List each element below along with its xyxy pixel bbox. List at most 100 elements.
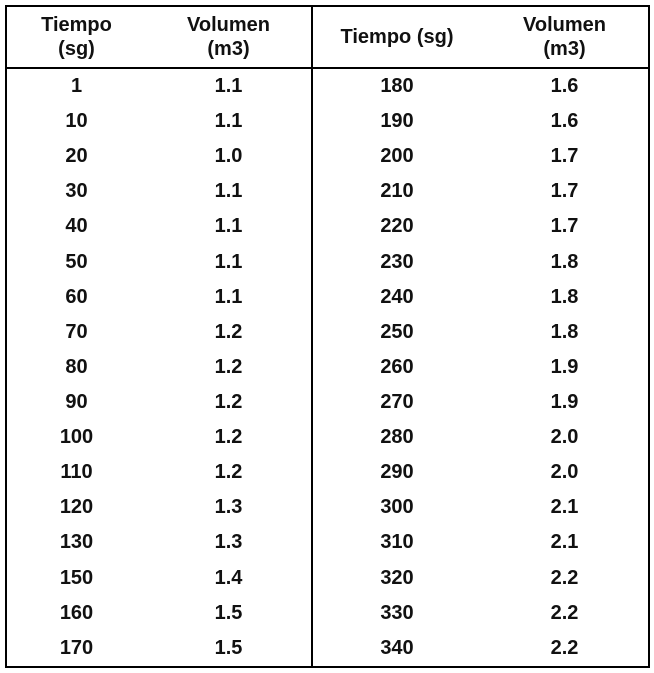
table-cell: 1.7 — [550, 180, 579, 203]
table-cell: 1.4 — [146, 560, 313, 596]
table-row: 40 1.1 220 1.7 — [6, 209, 649, 245]
column-header: Tiempo (sg) — [312, 6, 481, 69]
header-line: Volumen — [187, 14, 270, 36]
table-cell: 290 — [380, 461, 414, 484]
table-cell: 310 — [380, 531, 414, 554]
column-header: Tiempo (sg) — [6, 6, 146, 69]
table-cell: 240 — [380, 285, 414, 308]
table-cell: 250 — [380, 320, 414, 343]
table-cell: 70 — [65, 320, 88, 343]
table-row: 130 1.3 310 2.1 — [6, 525, 649, 561]
table-cell: 1.0 — [146, 139, 313, 175]
table-cell: 190 — [380, 110, 414, 133]
column-header: Volumen (m3) — [481, 6, 649, 69]
table-cell: 1.2 — [146, 349, 313, 385]
table-cell: 160 — [59, 601, 94, 624]
table-cell: 50 — [65, 250, 88, 273]
table-cell: 230 — [380, 250, 414, 273]
table-cell: 180 — [380, 75, 414, 98]
table-cell: 330 — [380, 601, 414, 624]
table-row: 150 1.4 320 2.2 — [6, 560, 649, 596]
table-cell: 320 — [380, 566, 414, 589]
table-row: 100 1.2 280 2.0 — [6, 420, 649, 456]
table-cell: 1.2 — [146, 420, 313, 456]
column-header: Volumen (m3) — [146, 6, 313, 69]
table-cell: 2.2 — [550, 566, 579, 589]
table-cell: 2.2 — [550, 636, 579, 659]
table-cell: 270 — [380, 391, 414, 414]
table-row: 80 1.2 260 1.9 — [6, 349, 649, 385]
header-line: Tiempo (sg) — [340, 26, 454, 48]
table-cell: 2.0 — [550, 426, 579, 449]
table-row: 110 1.2 290 2.0 — [6, 455, 649, 491]
table-row: 70 1.2 250 1.8 — [6, 314, 649, 350]
table-cell: 20 — [65, 145, 88, 168]
table-cell: 280 — [380, 426, 414, 449]
table-cell: 2.1 — [550, 496, 579, 519]
table-cell: 2.0 — [550, 461, 579, 484]
table-cell: 200 — [380, 145, 414, 168]
table-cell: 220 — [380, 215, 414, 238]
table-cell: 170 — [59, 636, 94, 659]
table-cell: 1.2 — [146, 384, 313, 421]
table-cell: 1.1 — [146, 244, 313, 280]
table-row: 60 1.1 240 1.8 — [6, 279, 649, 315]
table-cell: 130 — [59, 531, 94, 554]
table-cell: 260 — [380, 355, 414, 378]
header-line: (m3) — [543, 38, 586, 60]
table-row: 20 1.0 200 1.7 — [6, 139, 649, 175]
table-row: 160 1.5 330 2.2 — [6, 595, 649, 631]
table-cell: 1.5 — [146, 630, 313, 667]
table-cell: 90 — [65, 391, 88, 414]
table-cell: 1.1 — [146, 279, 313, 315]
table-cell: 2.1 — [550, 531, 579, 554]
table-cell: 1.3 — [146, 525, 313, 561]
table-cell: 40 — [65, 215, 88, 238]
table-cell: 1.1 — [146, 104, 313, 140]
table-cell: 1.8 — [550, 250, 579, 273]
table-cell: 1.8 — [550, 320, 579, 343]
header-line: (m3) — [207, 38, 250, 60]
table-row: 90 1.2 270 1.9 — [6, 384, 649, 421]
table-cell: 1.6 — [550, 75, 579, 98]
table-cell: 1 — [70, 75, 83, 98]
table-cell: 1.2 — [146, 455, 313, 491]
table-row: 120 1.3 300 2.1 — [6, 490, 649, 526]
table-cell: 2.2 — [550, 601, 579, 624]
table-cell: 210 — [380, 180, 414, 203]
table-cell: 110 — [60, 461, 93, 484]
table-cell: 300 — [380, 496, 414, 519]
table-row: 170 1.5 340 2.2 — [6, 630, 649, 667]
table-cell: 1.8 — [550, 285, 579, 308]
table-cell: 30 — [65, 180, 88, 203]
table-cell: 1.1 — [146, 209, 313, 245]
header-line: Tiempo — [41, 14, 112, 36]
table-cell: 1.6 — [550, 110, 579, 133]
table-cell: 80 — [65, 355, 88, 378]
table-cell: 1.3 — [146, 490, 313, 526]
table-row: 50 1.1 230 1.8 — [6, 244, 649, 280]
table-cell: 1.9 — [550, 391, 579, 414]
data-table: Tiempo (sg) Volumen (m3) Tiempo (sg) Volumen(… — [5, 5, 650, 668]
table-cell: 1.1 — [146, 68, 313, 105]
table-cell: 340 — [380, 636, 414, 659]
table-cell: 1.2 — [146, 314, 313, 350]
table-cell: 1.5 — [146, 595, 313, 631]
table-cell: 1.7 — [550, 215, 579, 238]
table-row: 1 1.1 180 1.6 — [6, 68, 649, 105]
table-cell: 10 — [65, 110, 88, 133]
table-cell: 150 — [59, 566, 94, 589]
table-cell: 1.1 — [146, 174, 313, 210]
table-cell: 1.9 — [550, 355, 579, 378]
table-cell: 100 — [59, 426, 94, 449]
table-row: 30 1.1 210 1.7 — [6, 174, 649, 210]
table-cell: 1.7 — [550, 145, 579, 168]
table-row: 10 1.1 190 1.6 — [6, 104, 649, 140]
header-line: Volumen — [523, 14, 606, 36]
header-line: (sg) — [58, 38, 95, 60]
header-row: Tiempo (sg) Volumen (m3) Tiempo (sg) Volumen(… — [6, 6, 649, 69]
table-cell: 60 — [65, 285, 88, 308]
table-cell: 120 — [59, 496, 94, 519]
table-body: 1 1.1 180 1.6 10 1.1 190 1.6 20 1.0 200 1.7 30 1.1 210… — [6, 68, 649, 667]
